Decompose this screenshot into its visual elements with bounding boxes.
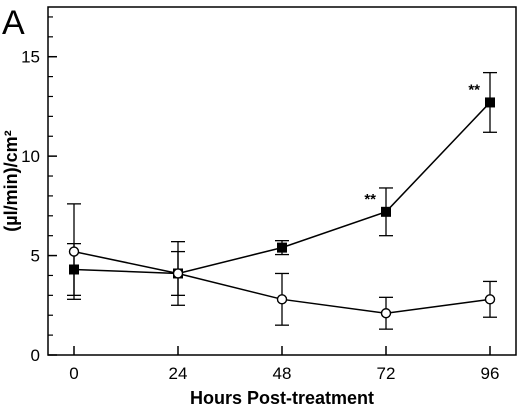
x-tick-label: 96 — [481, 364, 500, 383]
y-tick-label: 5 — [31, 247, 40, 266]
data-point — [172, 268, 184, 279]
x-tick-label: 72 — [377, 364, 396, 383]
significance-annotation: ** — [468, 81, 480, 98]
data-point — [380, 308, 392, 319]
data-point — [381, 206, 391, 217]
data-point — [277, 242, 287, 253]
annotation-layer: ** ** — [364, 81, 480, 207]
y-axis-title: (µl/min)/cm² — [1, 130, 21, 231]
data-point — [485, 97, 495, 108]
x-tick-label: 48 — [273, 364, 292, 383]
y-tick-label: 0 — [31, 346, 40, 365]
series-layer — [67, 71, 497, 330]
data-point — [484, 294, 496, 305]
x-tick-label: 24 — [169, 364, 188, 383]
y-tick-label: 10 — [21, 147, 40, 166]
x-axis-title: Hours Post-treatment — [190, 388, 374, 408]
series-2 — [67, 203, 497, 330]
panel-label: A — [2, 4, 25, 42]
data-point — [68, 246, 80, 257]
series-1 — [67, 71, 497, 306]
x-tick-label: 0 — [69, 364, 78, 383]
data-point — [276, 294, 288, 305]
significance-annotation: ** — [364, 191, 376, 208]
y-tick-label: 15 — [21, 48, 40, 67]
axes: 0 5 10 15 0 24 48 72 96 — [21, 16, 500, 383]
